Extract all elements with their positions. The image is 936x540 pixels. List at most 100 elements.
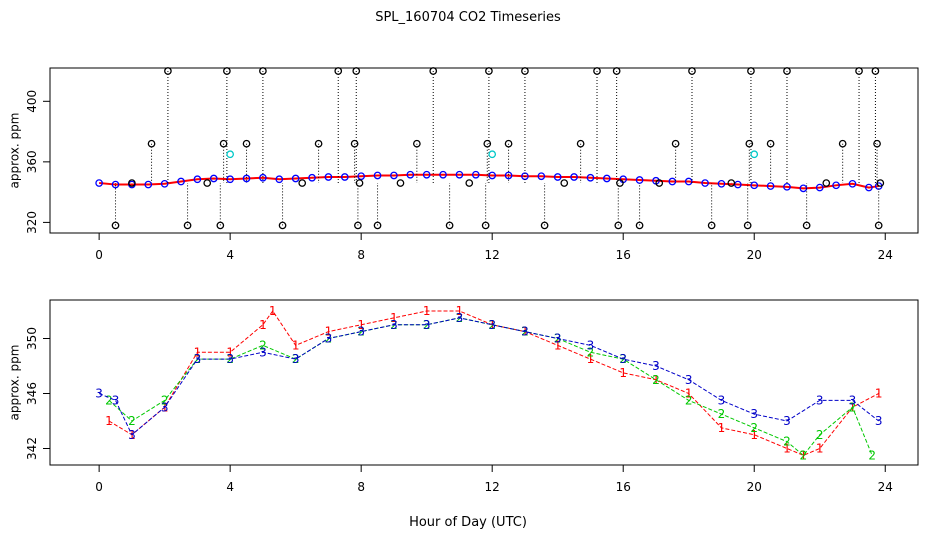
y-axis-label: approx. ppm: [8, 113, 22, 189]
data-point: [802, 221, 811, 230]
data-point: [593, 67, 601, 75]
data-point: [396, 179, 405, 187]
series-2: [226, 150, 759, 159]
x-axis-label: Hour of Day (UTC): [409, 515, 527, 530]
data-marker: 2: [652, 373, 660, 387]
data-point: [799, 184, 808, 193]
data-marker: 2: [105, 393, 113, 407]
data-marker: 2: [800, 448, 808, 462]
x-tick-label: 24: [878, 248, 893, 262]
data-point: [655, 179, 664, 187]
series-1: [111, 67, 885, 230]
data-point: [242, 139, 251, 148]
data-point: [612, 67, 621, 75]
data-point: [95, 179, 103, 187]
data-point: [160, 179, 169, 188]
data-point: [373, 221, 382, 230]
data-point: [455, 170, 464, 179]
data-point: [111, 180, 120, 189]
y-tick-label: 320: [25, 211, 39, 234]
plot-frame: [49, 299, 919, 466]
data-point: [413, 139, 421, 148]
data-point: [865, 183, 873, 192]
data-point: [570, 173, 578, 181]
data-marker: 1: [357, 318, 365, 332]
data-marker: 1: [105, 414, 113, 428]
data-point: [553, 173, 562, 181]
data-point: [614, 221, 623, 230]
data-marker: 3: [619, 352, 627, 366]
data-marker: 1: [619, 366, 627, 380]
data-point: [324, 173, 333, 181]
data-point: [352, 67, 361, 75]
data-point: [275, 175, 284, 184]
data-point: [340, 173, 349, 181]
data-point: [586, 173, 595, 182]
data-point: [876, 179, 885, 187]
data-point: [422, 170, 431, 179]
y-tick-label: 342: [25, 437, 39, 460]
data-point: [727, 179, 736, 187]
data-point: [485, 67, 493, 75]
series-line: [99, 173, 879, 190]
data-marker: 2: [357, 325, 365, 339]
data-point: [688, 67, 696, 75]
data-point: [193, 175, 202, 184]
data-marker: 1: [554, 338, 562, 352]
data-marker: 2: [587, 345, 595, 359]
data-marker: 1: [488, 318, 496, 332]
data-point: [439, 170, 447, 179]
data-marker: 1: [783, 442, 791, 456]
data-point: [783, 67, 791, 75]
data-marker: 1: [423, 304, 431, 318]
data-point: [537, 172, 546, 181]
data-point: [147, 139, 156, 148]
data-point: [560, 179, 569, 187]
data-point: [483, 139, 492, 148]
data-point: [164, 67, 172, 75]
series-line: [108, 317, 873, 457]
data-marker: 1: [875, 387, 883, 401]
data-point: [216, 221, 225, 230]
data-point: [219, 139, 228, 148]
data-marker: 2: [849, 400, 857, 414]
data-point: [278, 221, 287, 230]
data-marker: 3: [456, 311, 464, 325]
x-tick-label: 8: [357, 480, 365, 494]
y-axis-label: approx. ppm: [8, 345, 22, 421]
data-marker: 3: [325, 332, 333, 346]
data-point: [540, 221, 549, 230]
data-point: [471, 170, 480, 179]
data-point: [684, 177, 693, 186]
data-point: [747, 67, 755, 75]
data-point: [291, 174, 300, 183]
data-marker: 1: [587, 352, 595, 366]
data-marker: 1: [685, 387, 693, 401]
data-point: [259, 67, 267, 75]
data-marker: 3: [112, 393, 120, 407]
data-marker: 3: [816, 393, 824, 407]
data-marker: 1: [269, 304, 277, 318]
data-marker: 3: [390, 318, 398, 332]
chart-title: SPL_160704 CO2 Timeseries: [375, 10, 561, 25]
data-point: [259, 173, 267, 182]
data-marker: 2: [868, 448, 876, 462]
y-tick-label: 350: [25, 327, 39, 350]
data-point: [354, 221, 362, 230]
data-point: [183, 221, 192, 230]
data-marker: 1: [194, 345, 202, 359]
data-point: [616, 179, 624, 187]
data-point: [855, 67, 863, 75]
data-point: [373, 171, 382, 180]
data-point: [429, 67, 438, 75]
data-point: [445, 221, 454, 230]
data-point: [465, 179, 474, 187]
series-line: [98, 317, 880, 436]
data-marker: 3: [423, 318, 431, 332]
data-point: [750, 150, 759, 159]
